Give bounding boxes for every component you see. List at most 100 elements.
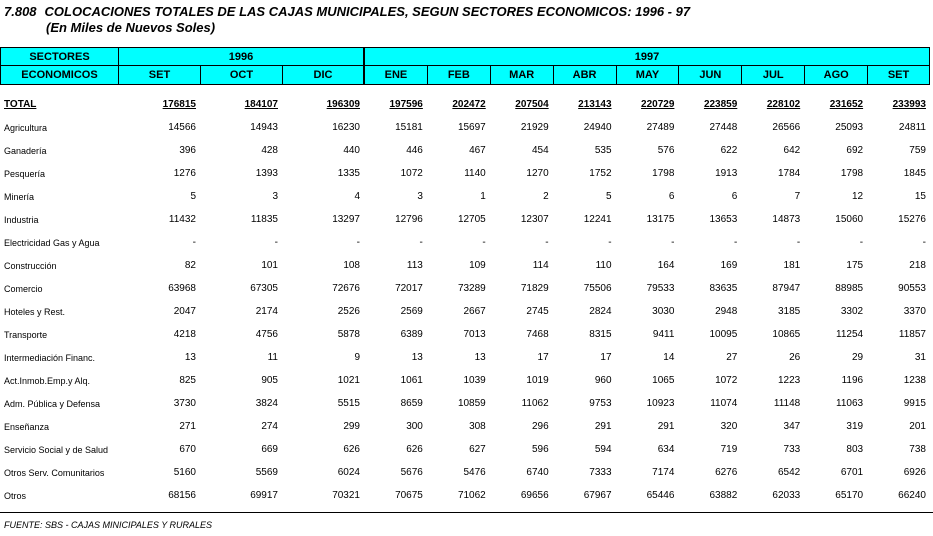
cell-value: 440 [343,145,360,156]
cell-value: 634 [657,444,675,455]
cell-value: 164 [657,260,675,271]
cell-value: 622 [720,145,738,156]
cell-value: 2824 [589,306,612,317]
cell-value: 14943 [250,122,278,133]
cell-value: 197596 [389,99,423,110]
cell-value: 803 [846,444,864,455]
row-label: Construcción [4,260,57,271]
cell-value: 7333 [589,467,612,478]
cell-value: 218 [909,260,926,271]
month-header: JUL [741,65,806,85]
row-label: Ganadería [4,145,47,156]
cell-value: - [671,237,675,248]
cell-value: 27 [726,352,738,363]
cell-value: 6276 [715,467,738,478]
row-label: TOTAL [4,99,37,110]
cell-value: 300 [406,421,423,432]
row-label: Pesquería [4,168,46,179]
cell-value: 5 [190,191,196,202]
cell-value: 2047 [173,306,196,317]
cell-value: 67305 [250,283,278,294]
cell-value: - [608,237,612,248]
cell-value: 9753 [589,398,612,409]
row-label: Agricultura [4,122,48,133]
cell-value: 12307 [520,214,549,225]
cell-value: 2 [543,191,549,202]
cell-value: 175 [846,260,864,271]
cell-value: 738 [909,444,926,455]
month-header: MAR [489,65,554,85]
cell-value: 7013 [463,329,486,340]
cell-value: 11432 [168,214,196,225]
cell-value: 108 [343,260,360,271]
cell-value: 90553 [898,283,926,294]
cell-value: 1752 [589,168,612,179]
row-label: Transporte [4,329,48,340]
cell-value: 88985 [835,283,864,294]
cell-value: 207504 [515,99,549,110]
month-header: SET [118,65,201,85]
cell-value: 6701 [840,467,864,478]
cell-value: 17 [537,352,549,363]
cell-value: 1021 [337,375,360,386]
title-number: 7.808 [4,4,37,19]
cell-value: 12 [851,191,864,202]
cell-value: 6024 [337,467,360,478]
cell-value: 1065 [652,375,675,386]
cell-value: 5676 [400,467,423,478]
cell-value: 3730 [173,398,196,409]
cell-value: 228102 [766,99,801,110]
sector-header: ECONOMICOS [0,65,119,85]
cell-value: 9411 [652,329,675,340]
cell-value: 5476 [463,467,486,478]
cell-value: 202472 [452,99,486,110]
cell-value: 10859 [457,398,486,409]
cell-value: - [922,237,926,248]
cell-value: 15276 [898,214,926,225]
cell-value: 719 [720,444,738,455]
cell-value: 75506 [583,283,612,294]
cell-value: 231652 [829,99,864,110]
cell-value: 576 [657,145,675,156]
cell-value: 11 [267,352,278,363]
cell-value: - [859,237,864,248]
cell-value: 1393 [255,168,278,179]
cell-value: - [274,237,278,248]
cell-value: 12241 [583,214,612,225]
cell-value: 87947 [772,283,801,294]
subtitle: (En Miles de Nuevos Soles) [46,20,216,35]
row-label: Adm. Pública y Defensa [4,398,101,409]
cell-value: 396 [179,145,196,156]
cell-value: 66240 [898,490,926,501]
cell-value: 669 [261,444,278,455]
cell-value: 3370 [903,306,926,317]
cell-value: - [733,237,738,248]
cell-value: 960 [594,375,612,386]
cell-value: 213143 [578,99,612,110]
month-header: ABR [552,65,617,85]
cell-value: 70321 [332,490,360,501]
cell-value: 70675 [395,490,423,501]
cell-value: 2174 [255,306,278,317]
title: 7.808 COLOCACIONES TOTALES DE LAS CAJAS M… [4,4,690,19]
cell-value: 82 [184,260,196,271]
cell-value: 11062 [521,398,549,409]
cell-value: 5515 [337,398,360,409]
cell-value: 21929 [520,122,549,133]
cell-value: 1798 [840,168,864,179]
cell-value: 109 [469,260,486,271]
cell-value: 11254 [836,329,864,340]
cell-value: 299 [343,421,360,432]
cell-value: 6389 [400,329,423,340]
cell-value: 825 [179,375,196,386]
cell-value: 1019 [526,375,549,386]
cell-value: 1270 [526,168,549,179]
cell-value: 67967 [583,490,612,501]
cell-value: 63882 [709,490,738,501]
cell-value: 17 [600,352,612,363]
cell-value: 626 [343,444,360,455]
cell-value: 110 [595,260,612,271]
cell-value: 69917 [250,490,278,501]
cell-value: 642 [783,145,801,156]
cell-value: 7 [794,191,801,202]
